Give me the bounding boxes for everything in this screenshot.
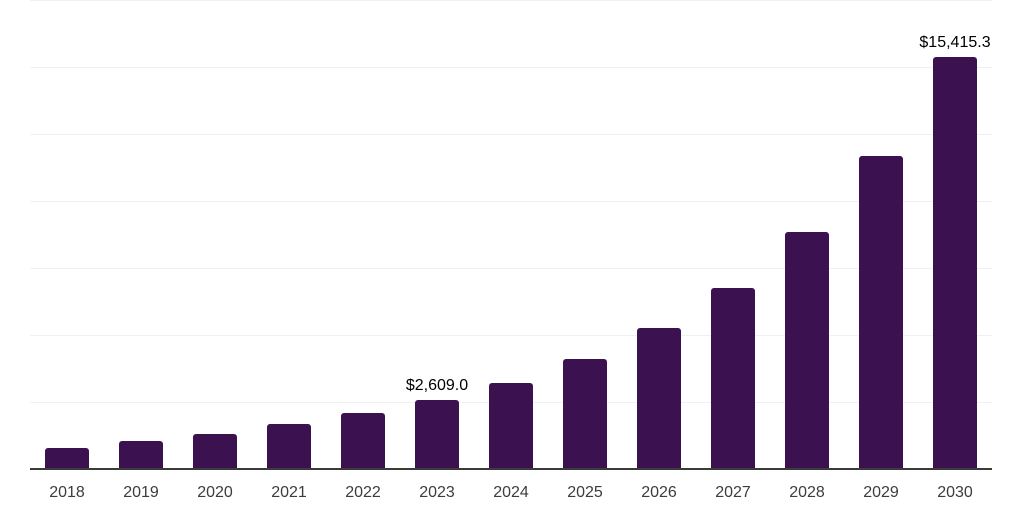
bar-2020 [193, 433, 237, 470]
gridline-10000 [30, 201, 992, 202]
plot-area: $2,609.0 $15,415.3 [30, 0, 992, 470]
bar-2025 [563, 358, 607, 470]
bar-cell-2021 [252, 0, 326, 470]
x-tick-2026: 2026 [641, 484, 677, 501]
x-tick-2027: 2027 [715, 484, 751, 501]
bar-2029 [859, 155, 903, 470]
bar-2024 [489, 382, 533, 470]
x-tick-2020: 2020 [197, 484, 233, 501]
gridline-12500 [30, 134, 992, 135]
bar-2021 [267, 424, 311, 470]
bar-2023 [415, 400, 459, 470]
x-tick-2021: 2021 [271, 484, 307, 501]
x-tick-2025: 2025 [567, 484, 603, 501]
bar-cell-2018 [30, 0, 104, 470]
x-axis-labels: 2018 2019 2020 2021 2022 2023 2024 2025 2026 2027… [30, 484, 992, 502]
bar-2022 [341, 413, 385, 470]
x-axis-line [30, 468, 992, 470]
x-tick-2024: 2024 [493, 484, 529, 501]
bar-2030 [933, 56, 977, 470]
bar-2027 [711, 287, 755, 470]
bar-cell-2030: $15,415.3 [918, 0, 992, 470]
data-label-2023: $2,609.0 [405, 377, 469, 395]
data-label-2030: $15,415.3 [919, 33, 991, 51]
x-tick-2019: 2019 [123, 484, 159, 501]
x-tick-2028: 2028 [789, 484, 825, 501]
bar-cell-2027 [696, 0, 770, 470]
bar-2019 [119, 441, 163, 470]
bar-cell-2028 [770, 0, 844, 470]
x-tick-2030: 2030 [937, 484, 973, 501]
bar-cell-2024 [474, 0, 548, 470]
bar-cell-2019 [104, 0, 178, 470]
bars: $2,609.0 $15,415.3 [30, 0, 992, 470]
gridline-15000 [30, 67, 992, 68]
gridline-17500 [30, 0, 992, 1]
x-tick-2018: 2018 [49, 484, 85, 501]
bar-cell-2022 [326, 0, 400, 470]
x-tick-2029: 2029 [863, 484, 899, 501]
bar-2018 [45, 448, 89, 470]
bar-cell-2029 [844, 0, 918, 470]
x-tick-2023: 2023 [419, 484, 455, 501]
bar-cell-2023: $2,609.0 [400, 0, 474, 470]
bar-2028 [785, 232, 829, 470]
bar-2026 [637, 328, 681, 470]
gridline-7500 [30, 268, 992, 269]
x-tick-2022: 2022 [345, 484, 381, 501]
gridline-5000 [30, 335, 992, 336]
bar-cell-2020 [178, 0, 252, 470]
bar-cell-2026 [622, 0, 696, 470]
bar-cell-2025 [548, 0, 622, 470]
